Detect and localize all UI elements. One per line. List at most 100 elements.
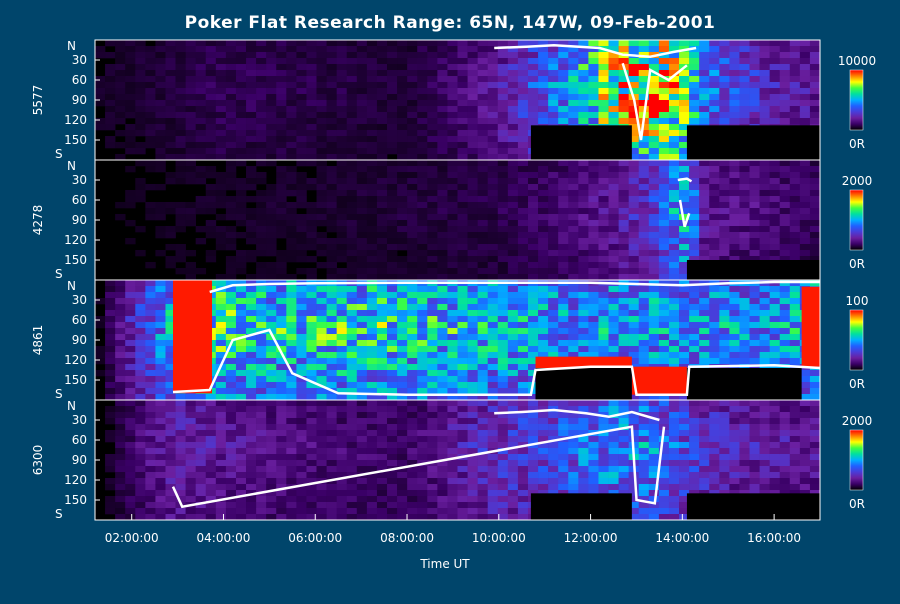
heatmap-cell bbox=[105, 304, 115, 310]
heatmap-cell bbox=[367, 148, 377, 154]
heatmap-cell bbox=[387, 94, 397, 100]
heatmap-cell bbox=[256, 40, 266, 46]
heatmap-cell bbox=[206, 82, 216, 88]
heatmap-cell bbox=[296, 514, 306, 520]
heatmap-cell bbox=[739, 358, 749, 364]
heatmap-cell bbox=[306, 508, 316, 514]
heatmap-cell bbox=[286, 166, 296, 172]
heatmap-cell bbox=[377, 118, 387, 124]
heatmap-cell bbox=[699, 250, 709, 256]
heatmap-cell bbox=[518, 130, 528, 136]
heatmap-cell bbox=[286, 70, 296, 76]
heatmap-cell bbox=[729, 304, 739, 310]
heatmap-cell bbox=[739, 226, 749, 232]
heatmap-cell bbox=[810, 172, 820, 178]
heatmap-cell bbox=[468, 202, 478, 208]
heatmap-cell bbox=[619, 226, 629, 232]
heatmap-cell bbox=[296, 196, 306, 202]
heatmap-cell bbox=[619, 316, 629, 322]
heatmap-cell bbox=[135, 46, 145, 52]
heatmap-cell bbox=[619, 238, 629, 244]
heatmap-cell bbox=[407, 424, 417, 430]
heatmap-cell bbox=[397, 208, 407, 214]
heatmap-cell bbox=[458, 472, 468, 478]
heatmap-cell bbox=[538, 58, 548, 64]
heatmap-cell bbox=[538, 64, 548, 70]
heatmap-cell bbox=[518, 118, 528, 124]
heatmap-cell bbox=[286, 514, 296, 520]
heatmap-cell bbox=[689, 100, 699, 106]
heatmap-cell bbox=[407, 130, 417, 136]
heatmap-cell bbox=[427, 328, 437, 334]
heatmap-cell bbox=[196, 508, 206, 514]
heatmap-cell bbox=[528, 328, 538, 334]
heatmap-cell bbox=[337, 334, 347, 340]
heatmap-cell bbox=[347, 76, 357, 82]
heatmap-cell bbox=[729, 358, 739, 364]
heatmap-cell bbox=[367, 118, 377, 124]
heatmap-cell bbox=[256, 340, 266, 346]
heatmap-cell bbox=[458, 124, 468, 130]
heatmap-cell bbox=[488, 430, 498, 436]
panel-wavelength-label: 4861 bbox=[31, 325, 45, 356]
heatmap-cell bbox=[488, 190, 498, 196]
heatmap-cell bbox=[437, 388, 447, 394]
heatmap-cell bbox=[729, 250, 739, 256]
heatmap-cell bbox=[155, 364, 165, 370]
heatmap-cell bbox=[679, 118, 689, 124]
heatmap-cell bbox=[155, 148, 165, 154]
heatmap-cell bbox=[508, 64, 518, 70]
heatmap-cell bbox=[810, 226, 820, 232]
heatmap-cell bbox=[810, 106, 820, 112]
heatmap-cell bbox=[437, 412, 447, 418]
heatmap-cell bbox=[317, 454, 327, 460]
heatmap-cell bbox=[397, 202, 407, 208]
heatmap-cell bbox=[387, 76, 397, 82]
heatmap-cell bbox=[528, 322, 538, 328]
heatmap-cell bbox=[216, 322, 226, 328]
heatmap-cell bbox=[357, 88, 367, 94]
heatmap-cell bbox=[407, 106, 417, 112]
heatmap-cell bbox=[478, 118, 488, 124]
heatmap-cell bbox=[296, 334, 306, 340]
heatmap-cell bbox=[488, 154, 498, 160]
heatmap-cell bbox=[306, 316, 316, 322]
heatmap-cell bbox=[609, 310, 619, 316]
heatmap-cell bbox=[276, 478, 286, 484]
heatmap-cell bbox=[558, 166, 568, 172]
heatmap-cell bbox=[709, 328, 719, 334]
heatmap-cell bbox=[186, 214, 196, 220]
heatmap-cell bbox=[407, 334, 417, 340]
heatmap-cell bbox=[266, 76, 276, 82]
heatmap-cell bbox=[558, 226, 568, 232]
heatmap-cell bbox=[105, 118, 115, 124]
heatmap-cell bbox=[417, 424, 427, 430]
heatmap-cell bbox=[367, 490, 377, 496]
heatmap-cell bbox=[750, 100, 760, 106]
heatmap-cell bbox=[357, 316, 367, 322]
heatmap-cell bbox=[186, 148, 196, 154]
heatmap-cell bbox=[679, 340, 689, 346]
heatmap-cell bbox=[286, 502, 296, 508]
heatmap-cell bbox=[196, 484, 206, 490]
heatmap-cell bbox=[327, 358, 337, 364]
heatmap-cell bbox=[216, 406, 226, 412]
heatmap-cell bbox=[115, 436, 125, 442]
heatmap-cell bbox=[719, 244, 729, 250]
heatmap-cell bbox=[609, 94, 619, 100]
heatmap-cell bbox=[196, 472, 206, 478]
heatmap-cell bbox=[588, 340, 598, 346]
heatmap-cell bbox=[327, 196, 337, 202]
heatmap-cell bbox=[236, 208, 246, 214]
heatmap-cell bbox=[478, 340, 488, 346]
heatmap-cell bbox=[427, 424, 437, 430]
heatmap-cell bbox=[639, 70, 649, 76]
heatmap-cell bbox=[528, 316, 538, 322]
heatmap-cell bbox=[327, 148, 337, 154]
heatmap-cell bbox=[327, 340, 337, 346]
heatmap-cell bbox=[367, 316, 377, 322]
heatmap-cell bbox=[498, 508, 508, 514]
heatmap-cell bbox=[629, 160, 639, 166]
heatmap-cell bbox=[659, 112, 669, 118]
heatmap-cell bbox=[306, 238, 316, 244]
